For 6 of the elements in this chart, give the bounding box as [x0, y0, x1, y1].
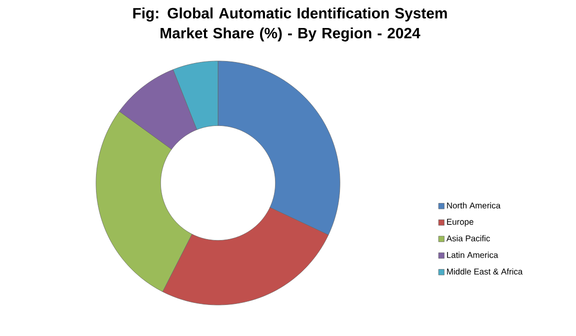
legend-label: Asia Pacific: [446, 235, 490, 242]
legend-label: North America: [447, 202, 501, 208]
legend-label: Europe: [447, 218, 474, 226]
legend-label: Latin America: [447, 252, 498, 258]
chart-title: Fig: Global Automatic Identification System Market Share (%) - By Region - 2024: [133, 8, 447, 42]
legend-label: Middle East & Africa: [447, 268, 523, 275]
